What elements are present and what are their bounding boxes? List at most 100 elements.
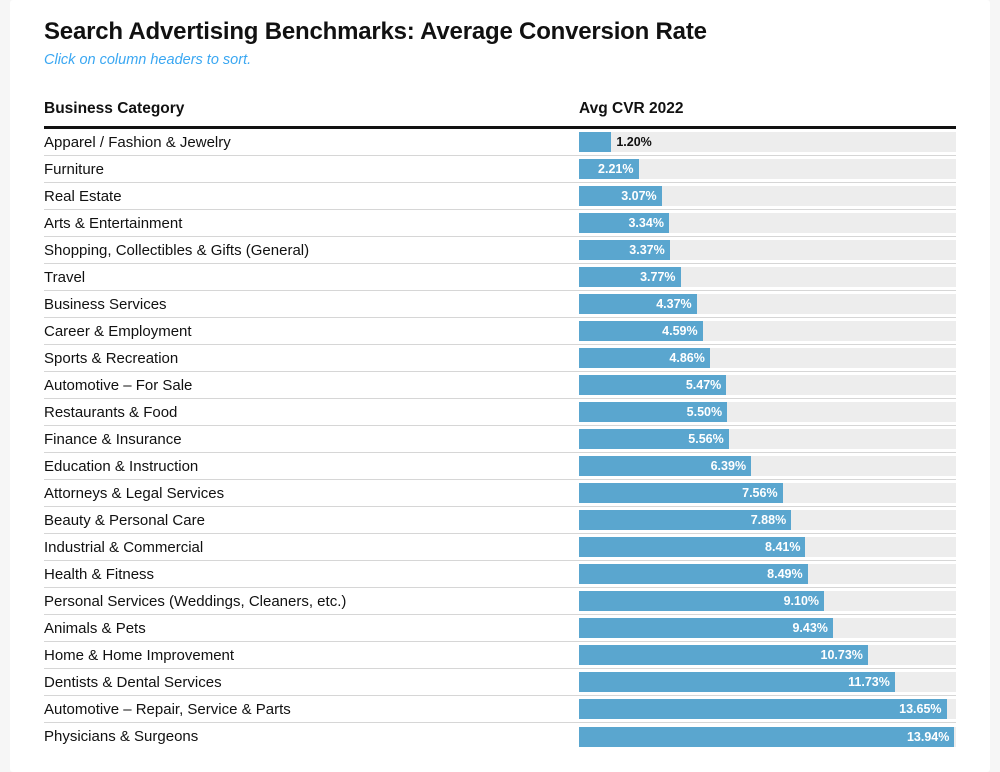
table-row: Health & Fitness8.49% — [44, 561, 956, 588]
category-label: Physicians & Surgeons — [44, 728, 579, 745]
bar-cell: 8.41% — [579, 537, 956, 557]
bar-cell: 11.73% — [579, 672, 956, 692]
category-label: Restaurants & Food — [44, 404, 579, 421]
bar-cell: 3.34% — [579, 213, 956, 233]
category-label: Furniture — [44, 161, 579, 178]
table-row: Finance & Insurance5.56% — [44, 426, 956, 453]
category-label: Apparel / Fashion & Jewelry — [44, 134, 579, 151]
bar-cell: 5.56% — [579, 429, 956, 449]
bar-cell: 3.37% — [579, 240, 956, 260]
bar-value: 3.07% — [579, 186, 662, 206]
category-label: Automotive – For Sale — [44, 377, 579, 394]
bar-fill — [579, 132, 611, 152]
category-label: Finance & Insurance — [44, 431, 579, 448]
bar-cell: 7.56% — [579, 483, 956, 503]
category-label: Industrial & Commercial — [44, 539, 579, 556]
category-label: Attorneys & Legal Services — [44, 485, 579, 502]
table-row: Dentists & Dental Services11.73% — [44, 669, 956, 696]
bar-value: 8.41% — [579, 537, 805, 557]
bar-value: 6.39% — [579, 456, 751, 476]
bar-value: 11.73% — [579, 672, 895, 692]
table-row: Restaurants & Food5.50% — [44, 399, 956, 426]
table-row: Career & Employment4.59% — [44, 318, 956, 345]
bar-cell: 13.65% — [579, 699, 956, 719]
category-label: Beauty & Personal Care — [44, 512, 579, 529]
category-label: Education & Instruction — [44, 458, 579, 475]
table-row: Arts & Entertainment3.34% — [44, 210, 956, 237]
category-label: Shopping, Collectibles & Gifts (General) — [44, 242, 579, 259]
bar-value: 1.20% — [611, 132, 651, 152]
table-row: Personal Services (Weddings, Cleaners, e… — [44, 588, 956, 615]
table-row: Furniture2.21% — [44, 156, 956, 183]
bar-value: 13.94% — [579, 727, 954, 747]
bar-cell: 7.88% — [579, 510, 956, 530]
category-label: Home & Home Improvement — [44, 647, 579, 664]
table-row: Industrial & Commercial8.41% — [44, 534, 956, 561]
bar-cell: 9.43% — [579, 618, 956, 638]
bar-cell: 2.21% — [579, 159, 956, 179]
category-label: Real Estate — [44, 188, 579, 205]
bar-value: 9.43% — [579, 618, 833, 638]
table-row: Shopping, Collectibles & Gifts (General)… — [44, 237, 956, 264]
bar-value: 2.21% — [579, 159, 639, 179]
table-row: Animals & Pets9.43% — [44, 615, 956, 642]
category-label: Automotive – Repair, Service & Parts — [44, 701, 579, 718]
category-label: Travel — [44, 269, 579, 286]
header-value[interactable]: Avg CVR 2022 — [579, 100, 956, 118]
table-row: Apparel / Fashion & Jewelry 1.20% — [44, 129, 956, 156]
bar-cell: 3.07% — [579, 186, 956, 206]
table-row: Physicians & Surgeons13.94% — [44, 723, 956, 750]
bar-value: 4.37% — [579, 294, 697, 314]
bar-value: 3.34% — [579, 213, 669, 233]
bar-value: 7.88% — [579, 510, 791, 530]
benchmark-table: Business Category Avg CVR 2022 Apparel /… — [44, 100, 956, 750]
bar-cell: 5.47% — [579, 375, 956, 395]
table-header: Business Category Avg CVR 2022 — [44, 100, 956, 129]
bar-cell: 5.50% — [579, 402, 956, 422]
bar-value: 9.10% — [579, 591, 824, 611]
bar-value: 5.47% — [579, 375, 726, 395]
bar-cell: 4.37% — [579, 294, 956, 314]
bar-cell: 1.20% — [579, 132, 956, 152]
bar-cell: 4.59% — [579, 321, 956, 341]
table-row: Sports & Recreation4.86% — [44, 345, 956, 372]
table-row: Home & Home Improvement10.73% — [44, 642, 956, 669]
category-label: Animals & Pets — [44, 620, 579, 637]
bar-value: 5.50% — [579, 402, 727, 422]
bar-value: 4.59% — [579, 321, 703, 341]
table-body: Apparel / Fashion & Jewelry 1.20% Furnitur… — [44, 129, 956, 750]
table-row: Education & Instruction6.39% — [44, 453, 956, 480]
bar-value: 10.73% — [579, 645, 868, 665]
bar-cell: 4.86% — [579, 348, 956, 368]
table-row: Automotive – Repair, Service & Parts13.6… — [44, 696, 956, 723]
category-label: Health & Fitness — [44, 566, 579, 583]
category-label: Sports & Recreation — [44, 350, 579, 367]
bar-cell: 6.39% — [579, 456, 956, 476]
bar-cell: 10.73% — [579, 645, 956, 665]
bar-value: 5.56% — [579, 429, 729, 449]
benchmark-card: Search Advertising Benchmarks: Average C… — [10, 0, 990, 772]
bar-value: 7.56% — [579, 483, 783, 503]
bar-value: 3.37% — [579, 240, 670, 260]
category-label: Business Services — [44, 296, 579, 313]
bar-cell: 8.49% — [579, 564, 956, 584]
table-row: Automotive – For Sale5.47% — [44, 372, 956, 399]
sort-hint: Click on column headers to sort. — [44, 52, 956, 68]
chart-title: Search Advertising Benchmarks: Average C… — [44, 18, 956, 46]
bar-value: 3.77% — [579, 267, 681, 287]
bar-cell: 3.77% — [579, 267, 956, 287]
header-category[interactable]: Business Category — [44, 100, 579, 118]
bar-cell: 13.94% — [579, 727, 956, 747]
bar-value: 4.86% — [579, 348, 710, 368]
table-row: Travel3.77% — [44, 264, 956, 291]
category-label: Personal Services (Weddings, Cleaners, e… — [44, 593, 579, 610]
bar-value: 13.65% — [579, 699, 947, 719]
table-row: Attorneys & Legal Services7.56% — [44, 480, 956, 507]
table-row: Business Services4.37% — [44, 291, 956, 318]
category-label: Dentists & Dental Services — [44, 674, 579, 691]
category-label: Arts & Entertainment — [44, 215, 579, 232]
table-row: Real Estate3.07% — [44, 183, 956, 210]
table-row: Beauty & Personal Care7.88% — [44, 507, 956, 534]
bar-value: 8.49% — [579, 564, 808, 584]
bar-cell: 9.10% — [579, 591, 956, 611]
